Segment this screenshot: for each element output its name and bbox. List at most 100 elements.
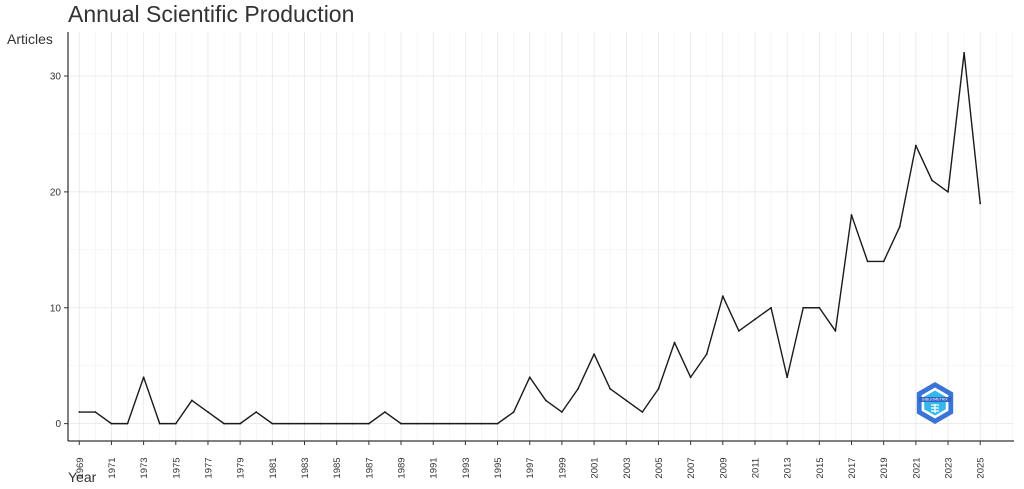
x-tick-label: 1971 — [107, 457, 118, 478]
data-point — [866, 260, 869, 263]
x-tick-label: 2023 — [944, 457, 955, 478]
x-tick-label: 2003 — [622, 457, 633, 478]
x-tick-label: 2011 — [750, 458, 761, 478]
data-point — [625, 399, 628, 402]
data-point — [207, 411, 209, 413]
data-point — [561, 411, 563, 413]
data-point — [528, 376, 531, 379]
data-point — [786, 376, 789, 379]
data-point — [689, 376, 692, 379]
x-tick-label: 1973 — [139, 457, 150, 478]
x-axis-label: Year — [68, 469, 97, 485]
y-axis-ticks: 0 10 20 30 — [50, 72, 68, 430]
y-tick-label: 0 — [55, 419, 61, 430]
data-point — [931, 179, 933, 182]
data-point — [818, 306, 821, 309]
x-tick-label: 1985 — [332, 457, 343, 478]
data-point — [641, 411, 644, 413]
data-point — [319, 422, 322, 425]
data-point — [721, 295, 724, 298]
data-point — [963, 51, 966, 54]
x-tick-label: 1995 — [493, 457, 504, 478]
data-point — [432, 422, 435, 425]
x-tick-label: 2001 — [590, 457, 601, 478]
data-point — [351, 422, 354, 425]
x-tick-label: 2009 — [718, 457, 729, 478]
data-point — [882, 260, 885, 263]
data-point — [335, 422, 338, 425]
data-point — [142, 376, 145, 379]
chart-title: Annual Scientific Production — [68, 1, 354, 27]
data-point — [512, 411, 515, 413]
data-point — [416, 422, 419, 425]
data-point — [223, 422, 225, 425]
data-point — [609, 387, 612, 390]
x-tick-label: 2021 — [911, 457, 922, 478]
y-tick-label: 30 — [50, 72, 62, 83]
data-point — [239, 422, 242, 425]
data-point — [303, 422, 306, 425]
x-tick-label: 1993 — [461, 457, 472, 478]
x-tick-label: 2025 — [976, 457, 987, 478]
x-tick-label: 1987 — [364, 457, 375, 478]
data-point — [255, 411, 258, 413]
series-articles — [78, 51, 982, 425]
data-point — [464, 422, 467, 425]
data-point — [947, 190, 949, 193]
x-tick-label: 2015 — [815, 457, 826, 478]
data-point — [898, 225, 901, 228]
logo-text: BIBLIOMETRIX — [922, 398, 948, 402]
y-tick-label: 20 — [50, 187, 62, 198]
data-point — [657, 387, 660, 390]
data-point — [754, 318, 756, 321]
bibliometrix-logo-icon: BIBLIOMETRIX — [916, 382, 954, 424]
data-point — [384, 411, 386, 413]
data-point — [496, 422, 499, 425]
x-tick-label: 1999 — [557, 457, 568, 478]
data-point — [834, 330, 837, 332]
x-tick-label: 1975 — [171, 457, 182, 478]
data-point — [94, 411, 97, 413]
data-point — [673, 341, 676, 344]
y-tick-label: 10 — [50, 303, 62, 314]
x-tick-label: 2019 — [879, 457, 890, 478]
x-tick-label: 1981 — [268, 457, 279, 478]
data-point — [78, 411, 81, 413]
data-point — [367, 422, 370, 425]
x-tick-label: 2013 — [783, 457, 794, 478]
y-axis-label: Articles — [7, 31, 53, 47]
data-point — [110, 422, 113, 425]
data-point — [802, 306, 805, 309]
data-point — [770, 306, 772, 309]
x-tick-label: 1979 — [236, 457, 247, 478]
x-tick-label: 1991 — [429, 457, 440, 478]
data-point — [850, 214, 853, 216]
x-tick-label: 2017 — [847, 457, 858, 478]
data-point — [271, 422, 274, 425]
data-point — [174, 422, 177, 425]
axes — [67, 32, 1014, 442]
data-point — [705, 353, 708, 356]
data-point — [914, 144, 917, 147]
data-point — [158, 422, 161, 425]
x-tick-label: 1997 — [525, 457, 536, 478]
x-tick-label: 2005 — [654, 457, 665, 478]
data-point — [737, 330, 740, 332]
grid — [68, 32, 1014, 441]
x-tick-label: 1969 — [75, 457, 86, 478]
data-point — [979, 202, 982, 205]
x-axis-ticks: 1969 1971 1973 1975 1977 1979 1981 1983 1985 1987… — [75, 441, 987, 479]
data-point — [593, 353, 595, 356]
data-point — [126, 422, 129, 425]
x-tick-label: 1977 — [203, 457, 214, 478]
data-point — [190, 399, 193, 402]
data-point — [544, 399, 547, 402]
x-tick-label: 2007 — [686, 457, 697, 478]
data-point — [480, 422, 483, 425]
x-tick-label: 1989 — [397, 457, 408, 478]
data-point — [400, 422, 402, 425]
data-point — [287, 422, 290, 425]
x-tick-label: 1983 — [300, 457, 311, 478]
data-point — [448, 422, 451, 425]
